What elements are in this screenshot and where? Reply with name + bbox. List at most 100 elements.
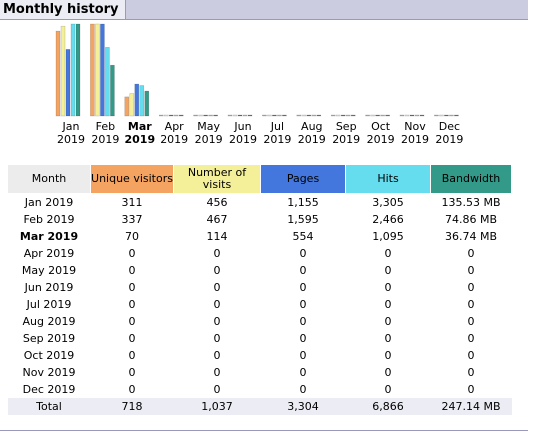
- total-hits-cell: 6,866: [345, 398, 431, 415]
- month-cell: Nov 2019: [22, 366, 76, 379]
- chart-bar: [282, 114, 287, 117]
- chart-month-label: Nov 2019: [398, 120, 432, 146]
- unique-visitors-cell: 0: [128, 281, 136, 294]
- chart-bar: [439, 114, 444, 117]
- month-name-label: Feb: [95, 120, 116, 133]
- chart-bar: [296, 114, 302, 117]
- month-year-label: 2019: [435, 133, 464, 146]
- pages-cell: 1,595: [287, 213, 319, 226]
- bandwidth-cell: 0: [467, 281, 475, 294]
- month-name-label: May: [197, 120, 220, 133]
- month-year-label: 2019: [91, 133, 120, 146]
- hits-cell: 0: [384, 264, 392, 277]
- visits-cell: 0: [213, 383, 221, 396]
- hits-cell: 0: [384, 247, 392, 260]
- header-unique-visitors: Unique visitors: [90, 164, 174, 194]
- pages-cell: 554: [292, 230, 314, 243]
- visits-cell: 0: [213, 298, 221, 311]
- unique-visitors-cell: 0: [128, 349, 136, 362]
- visits-cell: 0: [213, 349, 221, 362]
- bandwidth-cell: 0: [467, 332, 475, 345]
- total-visits-cell: 1,037: [173, 398, 261, 415]
- bandwidth-cell: 0: [467, 383, 475, 396]
- chart-bar: [129, 93, 135, 117]
- chart-bar: [158, 114, 164, 117]
- unique-visitors-cell: 0: [128, 247, 136, 260]
- bandwidth-cell: 0: [467, 315, 475, 328]
- chart-bar: [414, 114, 420, 117]
- month-cell: Apr 2019: [23, 247, 75, 260]
- unique-visitors-cell: 0: [128, 332, 136, 345]
- chart-bar: [449, 114, 454, 117]
- unique-visitors-cell: 0: [128, 383, 136, 396]
- chart-bar: [134, 83, 140, 117]
- chart-bar: [168, 114, 174, 117]
- visits-cell: 0: [213, 264, 221, 277]
- pages-cell: 0: [299, 247, 307, 260]
- month-year-label: 2019: [366, 133, 395, 146]
- monthly-bar-chart: [55, 23, 459, 117]
- hits-cell: 3,305: [372, 196, 404, 209]
- month-name-label: Jul: [270, 120, 285, 133]
- unique-visitors-cell: 337: [121, 213, 143, 226]
- chart-bar: [316, 114, 322, 117]
- chart-bar: [90, 23, 95, 117]
- chart-bar: [340, 114, 346, 117]
- chart-bar: [454, 114, 459, 117]
- monthly-stats-table: Month Unique visitors Number of visits P…: [7, 164, 512, 415]
- section-header-bar: Monthly history: [0, 0, 528, 20]
- month-name-label: Apr: [164, 120, 184, 133]
- chart-bar: [277, 114, 282, 117]
- unique-visitors-cell: 311: [121, 196, 143, 209]
- chart-bar: [163, 114, 169, 117]
- hits-cell: 0: [384, 332, 392, 345]
- bandwidth-cell: 0: [467, 298, 475, 311]
- chart-bar: [55, 30, 61, 117]
- chart-month-label: Feb 2019: [88, 120, 122, 146]
- chart-bar: [75, 23, 81, 117]
- chart-bar: [350, 114, 356, 117]
- month-cell: Aug 2019: [22, 315, 76, 328]
- chart-bar: [306, 114, 312, 117]
- chart-month-label: May 2019: [192, 120, 226, 146]
- chart-bar: [227, 114, 233, 117]
- chart-bar: [311, 114, 317, 117]
- month-name-label: Sep: [335, 120, 357, 133]
- table-row: Jul 2019 0 0 0 0 0: [8, 296, 512, 313]
- month-year-label: 2019: [194, 133, 223, 146]
- chart-bar: [385, 114, 390, 117]
- chart-bar: [380, 114, 385, 117]
- pages-cell: 0: [299, 264, 307, 277]
- chart-bar: [95, 23, 100, 117]
- month-year-label: 2019: [229, 133, 257, 146]
- bandwidth-cell: 0: [467, 247, 475, 260]
- header-number-of-visits: Number of visits: [173, 164, 261, 194]
- pages-cell: 1,155: [287, 196, 319, 209]
- visits-cell: 114: [206, 230, 228, 243]
- hits-cell: 0: [384, 298, 392, 311]
- month-cell: Jan 2019: [24, 196, 74, 209]
- table-row: Aug 2019 0 0 0 0 0: [8, 313, 512, 330]
- month-cell: May 2019: [21, 264, 77, 277]
- chart-bar: [345, 114, 351, 117]
- pages-cell: 0: [299, 281, 307, 294]
- visits-cell: 467: [206, 213, 228, 226]
- chart-month-label: Jul 2019: [260, 120, 294, 146]
- hits-cell: 0: [384, 366, 392, 379]
- chart-bar: [444, 114, 449, 117]
- chart-month-label: Dec 2019: [432, 120, 466, 146]
- chart-bar: [105, 47, 110, 117]
- month-cell: Mar 2019: [19, 230, 79, 243]
- chart-bar: [60, 25, 66, 117]
- month-name-label: Jun: [234, 120, 252, 133]
- chart-bar: [237, 114, 243, 117]
- hits-cell: 1,095: [372, 230, 404, 243]
- chart-bar: [232, 114, 238, 117]
- chart-month-label: Jan 2019: [54, 120, 88, 146]
- hits-cell: 0: [384, 383, 392, 396]
- unique-visitors-cell: 0: [128, 298, 136, 311]
- visits-cell: 456: [206, 196, 228, 209]
- chart-bar: [330, 114, 336, 117]
- bandwidth-cell: 135.53 MB: [441, 196, 501, 209]
- month-name-label: Dec: [438, 120, 461, 133]
